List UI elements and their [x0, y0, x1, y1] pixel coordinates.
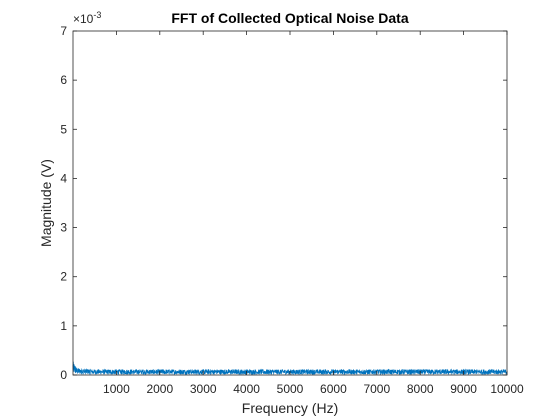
- y-axis-multiplier: ×10-3: [73, 10, 101, 26]
- y-axis-label: Magnitude (V): [38, 159, 54, 247]
- x-tick-label: 3000: [190, 382, 217, 396]
- plot-area-background: [73, 31, 507, 375]
- x-tick-label: 4000: [233, 382, 260, 396]
- y-tick-label: 5: [60, 122, 67, 136]
- x-tick-label: 6000: [320, 382, 347, 396]
- y-tick-label: 3: [60, 221, 67, 235]
- y-axis-multiplier-base: ×10: [73, 12, 94, 26]
- x-tick-label: 7000: [363, 382, 390, 396]
- chart-title: FFT of Collected Optical Noise Data: [171, 10, 408, 26]
- x-tick-label: 10000: [490, 382, 524, 396]
- x-axis-ticks: 1000 2000 3000 4000 5000 6000 7000 8000 9000 1000…: [103, 31, 524, 396]
- y-axis-multiplier-exponent: -3: [93, 10, 101, 20]
- y-tick-label: 1: [60, 319, 67, 333]
- x-tick-label: 9000: [450, 382, 477, 396]
- x-axis-label: Frequency (Hz): [242, 400, 338, 416]
- y-axis-ticks: 0 1 2 3 4 5 6 7: [60, 24, 507, 382]
- x-tick-label: 8000: [407, 382, 434, 396]
- y-tick-label: 0: [60, 368, 67, 382]
- y-tick-label: 4: [60, 171, 67, 185]
- y-tick-label: 7: [60, 24, 67, 38]
- x-tick-label: 1000: [103, 382, 130, 396]
- y-tick-label: 6: [60, 73, 67, 87]
- y-tick-label: 2: [60, 270, 67, 284]
- x-tick-label: 2000: [146, 382, 173, 396]
- x-tick-label: 5000: [277, 382, 304, 396]
